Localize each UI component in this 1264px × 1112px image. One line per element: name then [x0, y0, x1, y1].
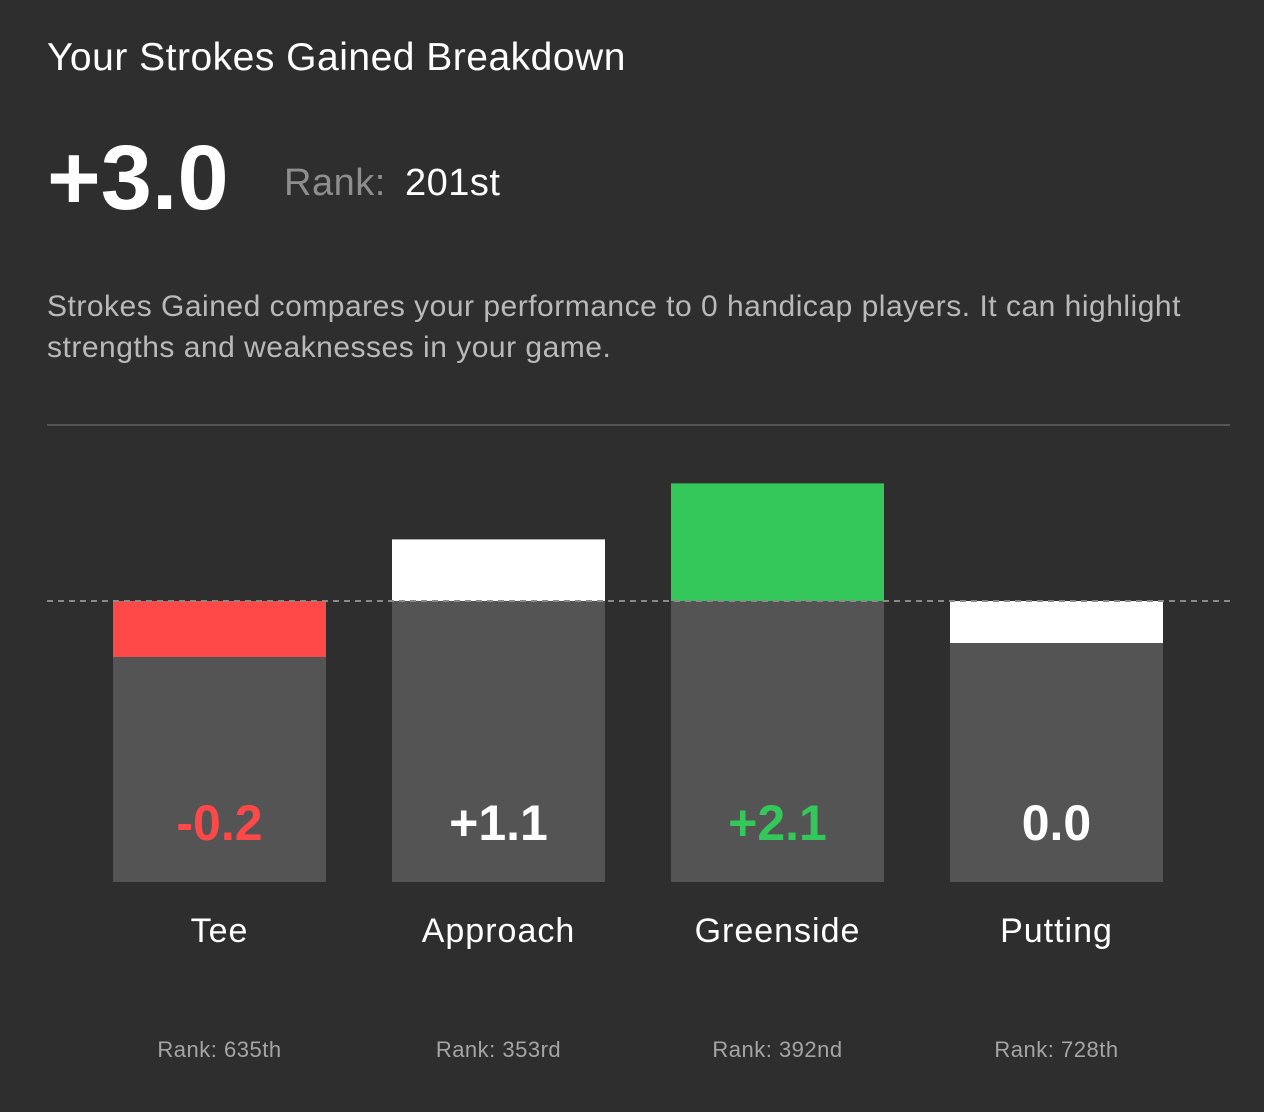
value-label-approach: +1.1	[449, 795, 548, 851]
rank-label-greenside: Rank: 392nd	[712, 1037, 842, 1062]
bar-putting	[950, 601, 1163, 643]
description-text: Strokes Gained compares your performance…	[47, 290, 1181, 364]
section-divider	[47, 424, 1230, 426]
overall-rank-value: 201st	[405, 162, 501, 204]
bar-tee	[113, 601, 326, 657]
bar-base-approach	[392, 601, 605, 882]
rank-label-approach: Rank: 353rd	[436, 1037, 561, 1062]
category-label-approach: Approach	[422, 912, 576, 950]
category-label-tee: Tee	[191, 912, 249, 950]
bar-base-greenside	[671, 601, 884, 882]
category-label-greenside: Greenside	[695, 912, 861, 950]
value-label-greenside: +2.1	[728, 795, 827, 851]
total-strokes-gained: +3.0	[47, 127, 229, 229]
page-title: Your Strokes Gained Breakdown	[47, 36, 626, 79]
category-label-putting: Putting	[1000, 912, 1113, 950]
value-label-putting: 0.0	[1022, 795, 1092, 851]
rank-label-putting: Rank: 728th	[994, 1037, 1118, 1062]
bar-base-putting	[950, 601, 1163, 882]
rank-label-tee: Rank: 635th	[157, 1037, 281, 1062]
bar-greenside	[671, 483, 884, 601]
overall-rank-label: Rank:	[284, 162, 386, 204]
value-label-tee: -0.2	[176, 795, 262, 851]
bar-approach	[392, 539, 605, 601]
